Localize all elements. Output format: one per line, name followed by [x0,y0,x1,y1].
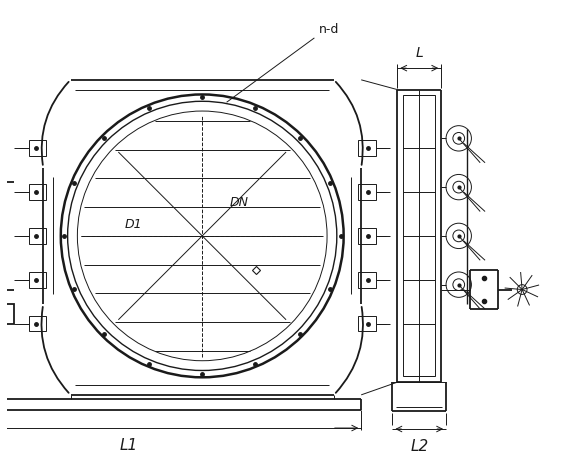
Text: n-d: n-d [319,23,340,36]
Text: L: L [415,46,423,60]
Bar [0,304,14,324]
Text: D1: D1 [124,218,142,231]
Text: L1: L1 [120,438,138,453]
Text: L2: L2 [410,439,429,454]
Text: DN: DN [230,196,248,208]
